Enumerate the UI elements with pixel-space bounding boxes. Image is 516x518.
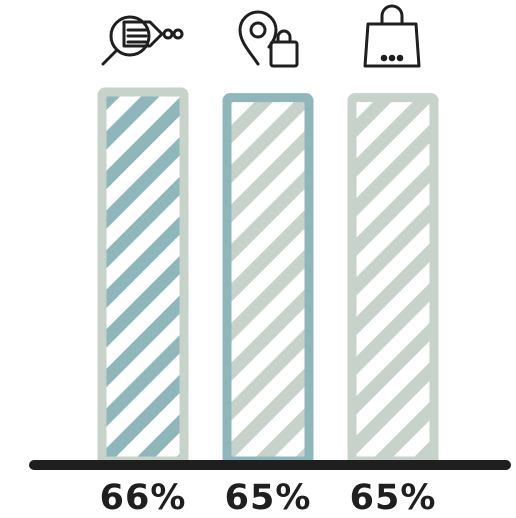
shopping-bag-icon — [363, 4, 421, 68]
location-pin-shopping-bag-icon — [238, 10, 299, 68]
bar-2 — [222, 93, 314, 466]
bar-3 — [347, 93, 439, 466]
price-tag-search-icon — [101, 15, 184, 66]
value-label-3: 65% — [350, 478, 437, 518]
value-label-2: 65% — [225, 478, 312, 518]
value-label-1: 66% — [100, 478, 187, 518]
bar-1 — [97, 87, 189, 466]
bars — [97, 87, 439, 466]
